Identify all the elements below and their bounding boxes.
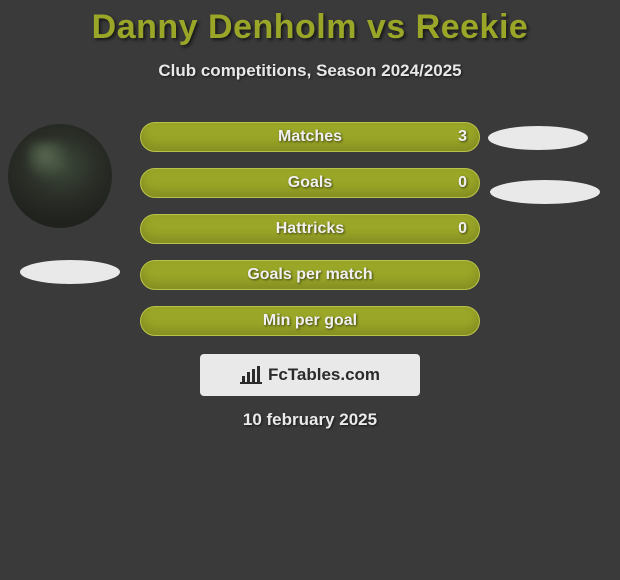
stat-bar-goals-per-match: Goals per match [140, 260, 480, 290]
stat-bar-matches: Matches 3 [140, 122, 480, 152]
stat-value: 0 [458, 215, 467, 243]
stat-label: Matches [141, 123, 479, 151]
placeholder-oval-left [20, 260, 120, 284]
stat-label: Goals [141, 169, 479, 197]
page-subtitle: Club competitions, Season 2024/2025 [0, 61, 620, 81]
stat-bars: Matches 3 Goals 0 Hattricks 0 Goals per … [140, 122, 480, 352]
placeholder-oval-right-2 [490, 180, 600, 204]
stat-bar-goals: Goals 0 [140, 168, 480, 198]
date-text: 10 february 2025 [0, 410, 620, 430]
stat-value: 0 [458, 169, 467, 197]
attribution-badge: FcTables.com [200, 354, 420, 396]
stat-bar-min-per-goal: Min per goal [140, 306, 480, 336]
stat-label: Min per goal [141, 307, 479, 335]
placeholder-oval-right-1 [488, 126, 588, 150]
attribution-text: FcTables.com [268, 365, 380, 385]
stat-bar-hattricks: Hattricks 0 [140, 214, 480, 244]
stat-value: 3 [458, 123, 467, 151]
bar-chart-icon [240, 366, 262, 384]
player-avatar-left [8, 124, 112, 228]
page-title: Danny Denholm vs Reekie [0, 0, 620, 47]
stat-label: Hattricks [141, 215, 479, 243]
stat-label: Goals per match [141, 261, 479, 289]
